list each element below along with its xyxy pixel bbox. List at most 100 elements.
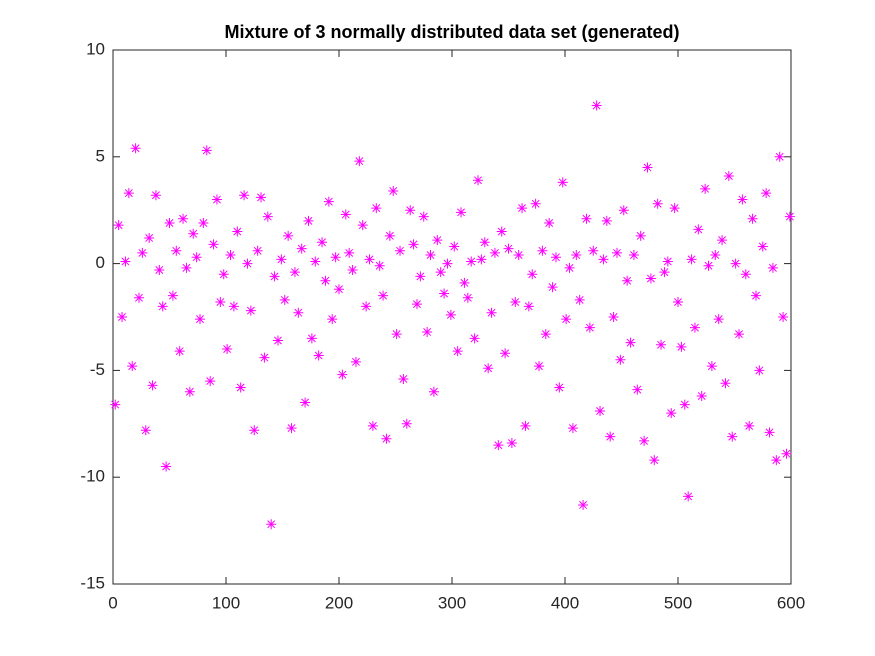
point <box>554 382 565 393</box>
point <box>737 194 748 205</box>
point <box>428 386 439 397</box>
point <box>408 239 419 250</box>
point <box>354 156 365 167</box>
point <box>422 326 433 337</box>
point <box>456 207 467 218</box>
point <box>144 232 155 243</box>
point <box>513 250 524 261</box>
point <box>761 188 772 199</box>
x-tick-label: 200 <box>325 593 353 612</box>
point <box>161 461 172 472</box>
point <box>245 305 256 316</box>
point <box>544 218 555 229</box>
point <box>117 312 128 322</box>
point <box>249 425 260 436</box>
point <box>469 333 480 344</box>
point <box>679 399 690 410</box>
point <box>327 314 338 325</box>
point <box>479 237 490 248</box>
point <box>269 271 280 282</box>
point <box>700 183 711 194</box>
point <box>734 329 745 340</box>
point <box>781 448 792 459</box>
point <box>581 213 592 224</box>
point <box>215 297 226 308</box>
point <box>157 301 168 312</box>
point <box>371 203 382 214</box>
point <box>411 299 422 310</box>
point <box>727 431 738 442</box>
x-tick-label: 600 <box>777 593 805 612</box>
y-tick-label: -10 <box>80 467 105 486</box>
point <box>235 382 246 393</box>
point <box>652 198 663 209</box>
point <box>445 309 456 320</box>
point <box>605 431 616 442</box>
point <box>147 380 158 391</box>
point <box>642 162 653 173</box>
point <box>703 260 714 271</box>
y-tick-label: 5 <box>96 146 105 165</box>
point <box>625 337 636 348</box>
point <box>632 384 643 395</box>
y-tick-label: -15 <box>80 573 105 592</box>
point <box>459 277 470 288</box>
point <box>754 365 765 376</box>
point <box>310 256 321 267</box>
point <box>425 250 436 261</box>
point <box>598 254 609 265</box>
point <box>683 491 694 502</box>
point <box>154 265 165 276</box>
point <box>340 209 351 220</box>
point <box>283 230 294 241</box>
point <box>357 220 368 231</box>
point <box>466 256 477 267</box>
point <box>764 427 775 438</box>
point <box>259 352 270 363</box>
point <box>123 188 134 199</box>
point <box>537 245 548 256</box>
point <box>184 386 195 397</box>
point <box>503 243 514 254</box>
point <box>517 203 528 214</box>
point <box>286 423 297 434</box>
point <box>167 290 178 301</box>
point <box>367 420 378 431</box>
point <box>195 314 206 325</box>
point <box>208 239 219 250</box>
point <box>550 252 561 263</box>
point <box>510 297 521 308</box>
y-tick-label: 10 <box>86 39 105 58</box>
plot-frame <box>112 49 792 585</box>
point <box>696 391 707 402</box>
point <box>676 341 687 352</box>
point <box>127 361 138 372</box>
point <box>188 228 199 239</box>
point <box>717 235 728 246</box>
point <box>486 307 497 318</box>
point <box>489 247 500 258</box>
point <box>378 290 389 301</box>
point <box>608 312 619 322</box>
point <box>578 499 589 510</box>
point <box>574 294 585 305</box>
point <box>256 192 267 203</box>
point <box>242 258 253 269</box>
point <box>415 271 426 282</box>
point <box>178 213 189 224</box>
point <box>740 269 751 280</box>
point <box>395 245 406 256</box>
point <box>289 267 300 278</box>
point <box>205 376 216 387</box>
chart-title: Mixture of 3 normally distributed data s… <box>224 22 679 42</box>
point <box>198 218 209 229</box>
point <box>272 335 283 346</box>
point <box>649 455 660 466</box>
point <box>540 329 551 340</box>
point <box>164 218 175 229</box>
point <box>262 211 273 222</box>
point <box>611 247 622 258</box>
point <box>720 378 731 389</box>
point <box>303 215 314 226</box>
